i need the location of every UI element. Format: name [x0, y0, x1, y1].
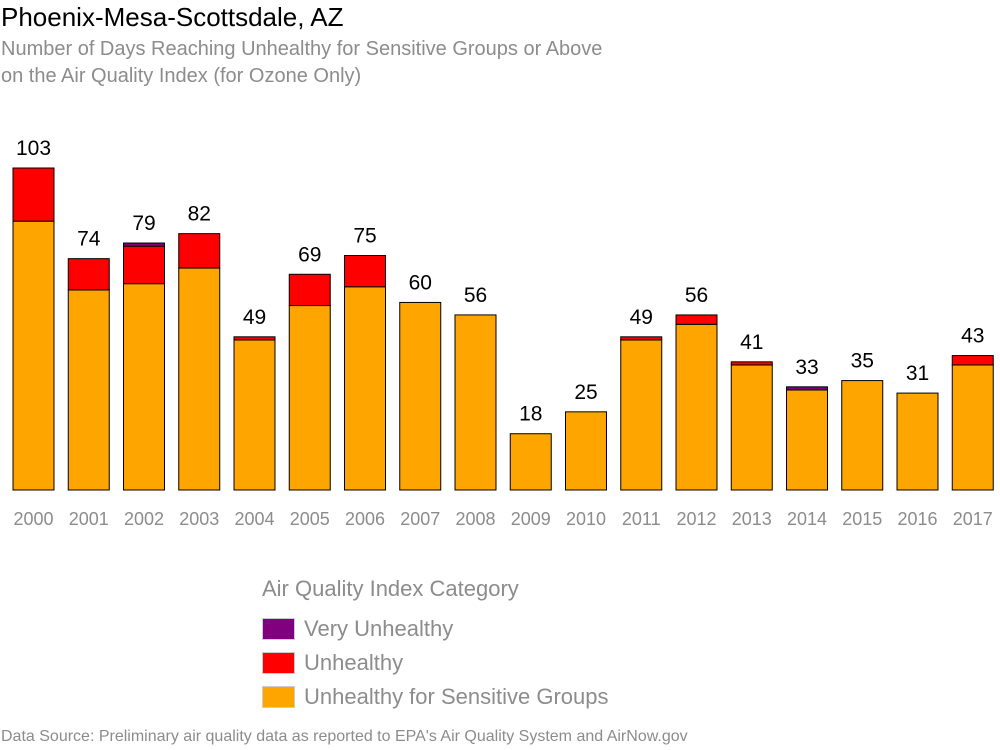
x-tick-label-2016: 2016: [897, 509, 937, 529]
data-label-2005: 69: [298, 243, 321, 266]
x-tick-label-2000: 2000: [13, 509, 53, 529]
data-label-2000: 103: [16, 137, 51, 160]
bar-segment-unhealthy-2013: [730, 361, 773, 366]
legend-swatch-very-unhealthy: [262, 618, 295, 640]
chart-title: Phoenix-Mesa-Scottsdale, AZ: [1, 2, 344, 32]
data-label-2017: 43: [961, 325, 984, 348]
bar-segment-unhealthy-for-sensitive-groups-2011: [620, 339, 663, 491]
legend-label-unhealthy: Unhealthy: [304, 650, 404, 675]
x-tick-label-2013: 2013: [732, 509, 772, 529]
x-tick-label-2014: 2014: [787, 509, 827, 529]
bar-segment-unhealthy-2003: [178, 233, 221, 269]
x-tick-label-2004: 2004: [234, 509, 274, 529]
x-tick-label-2011: 2011: [622, 509, 661, 529]
x-tick-label-2001: 2001: [69, 509, 109, 529]
data-label-2002: 79: [132, 212, 155, 235]
bar-segment-unhealthy-2005: [288, 273, 331, 307]
data-label-2011: 49: [630, 306, 653, 329]
data-label-2013: 41: [740, 331, 763, 354]
bar-segment-unhealthy-for-sensitive-groups-2002: [123, 283, 165, 491]
legend-item-very-unhealthy: Very Unhealthy: [262, 612, 609, 646]
data-label-2012: 56: [685, 284, 708, 307]
legend-item-sensitive-groups: Unhealthy for Sensitive Groups: [262, 680, 609, 714]
legend-title: Air Quality Index Category: [262, 576, 519, 601]
x-tick-label-2002: 2002: [124, 509, 164, 529]
data-label-2010: 25: [574, 381, 597, 404]
chart-legend: Air Quality Index Category Very Unhealth…: [262, 576, 609, 714]
x-tick-label-2010: 2010: [566, 509, 606, 529]
data-label-2008: 56: [464, 284, 487, 307]
data-source-note: Data Source: Preliminary air quality dat…: [1, 728, 688, 745]
bar-segment-unhealthy-for-sensitive-groups-2009: [509, 433, 552, 491]
bar-segment-unhealthy-for-sensitive-groups-2000: [12, 220, 55, 491]
bar-segment-very-unhealthy-2014: [786, 386, 828, 391]
legend-swatch-unhealthy: [262, 652, 295, 674]
subtitle-line-1: Number of Days Reaching Unhealthy for Se…: [1, 38, 603, 60]
x-tick-label-2003: 2003: [179, 509, 219, 529]
bar-segment-unhealthy-for-sensitive-groups-2001: [67, 289, 110, 491]
data-label-2004: 49: [243, 306, 266, 329]
data-label-2003: 82: [188, 203, 211, 226]
bar-segment-unhealthy-2017: [951, 355, 994, 366]
data-label-2009: 18: [519, 403, 542, 426]
data-label-2001: 74: [77, 228, 101, 251]
stacked-bar-chart: 103 2000 74 2001 79 2002 82 2003 49 2004 69 2005 75 2…: [12, 137, 994, 529]
bar-segment-unhealthy-for-sensitive-groups-2005: [288, 305, 331, 491]
bar-segment-unhealthy-2002: [123, 245, 165, 285]
bar-segment-unhealthy-2006: [344, 255, 386, 288]
bar-segment-unhealthy-for-sensitive-groups-2014: [786, 389, 828, 491]
bar-segment-unhealthy-for-sensitive-groups-2008: [454, 314, 497, 491]
bar-segment-unhealthy-2012: [675, 314, 718, 325]
x-tick-label-2007: 2007: [400, 509, 440, 529]
chart-subtitle: Number of Days Reaching Unhealthy for Se…: [1, 36, 602, 90]
bar-segment-unhealthy-for-sensitive-groups-2006: [344, 286, 386, 491]
bar-segment-unhealthy-for-sensitive-groups-2012: [675, 323, 718, 491]
bar-segment-unhealthy-2000: [12, 167, 55, 222]
bar-segment-unhealthy-2004: [233, 336, 276, 341]
bar-segment-unhealthy-for-sensitive-groups-2007: [399, 301, 442, 491]
bar-segment-unhealthy-for-sensitive-groups-2015: [841, 380, 884, 491]
legend-label-sensitive-groups: Unhealthy for Sensitive Groups: [304, 684, 609, 709]
x-tick-label-2008: 2008: [455, 509, 495, 529]
bar-segment-unhealthy-for-sensitive-groups-2003: [178, 267, 221, 491]
x-tick-label-2009: 2009: [511, 509, 551, 529]
legend-swatch-sensitive-groups: [262, 686, 295, 708]
x-tick-label-2006: 2006: [345, 509, 385, 529]
data-label-2015: 35: [851, 350, 874, 373]
x-tick-label-2005: 2005: [290, 509, 330, 529]
bar-segment-unhealthy-for-sensitive-groups-2010: [565, 411, 607, 491]
bar-segment-unhealthy-for-sensitive-groups-2017: [951, 364, 994, 491]
data-label-2014: 33: [795, 356, 818, 379]
data-label-2007: 60: [409, 271, 432, 294]
bar-segment-unhealthy-for-sensitive-groups-2004: [233, 339, 276, 491]
data-label-2016: 31: [906, 362, 929, 385]
legend-item-unhealthy: Unhealthy: [262, 646, 609, 680]
x-tick-label-2012: 2012: [676, 509, 716, 529]
x-tick-label-2015: 2015: [842, 509, 882, 529]
x-tick-label-2017: 2017: [953, 509, 993, 529]
subtitle-line-2: on the Air Quality Index (for Ozone Only…: [1, 65, 362, 87]
data-label-2006: 75: [353, 225, 376, 248]
legend-label-very-unhealthy: Very Unhealthy: [304, 616, 454, 641]
bar-segment-unhealthy-for-sensitive-groups-2016: [896, 392, 939, 491]
bar-segment-unhealthy-2001: [67, 258, 110, 291]
bar-segment-very-unhealthy-2002: [123, 242, 165, 247]
bar-segment-unhealthy-for-sensitive-groups-2013: [730, 364, 773, 491]
bar-segment-unhealthy-2011: [620, 336, 663, 341]
